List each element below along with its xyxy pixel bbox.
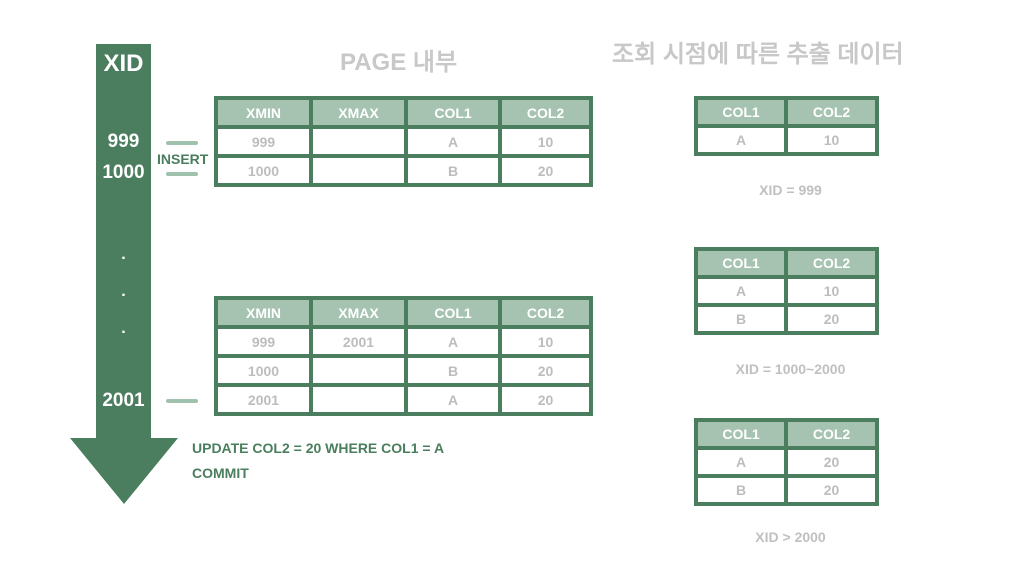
- table-cell: A: [408, 329, 498, 354]
- table-cell: A: [698, 450, 784, 474]
- table-cell: B: [408, 158, 498, 183]
- column-header: COL2: [502, 100, 589, 125]
- table-cell: 20: [502, 358, 589, 383]
- table-cell: B: [408, 358, 498, 383]
- connector-999: [166, 141, 198, 145]
- page-table-insert: XMIN XMAX COL1 COL2 999 A 10 1000 B 20: [214, 96, 593, 187]
- table-cell: 2001: [313, 329, 404, 354]
- data-by-time-heading: 조회 시점에 따른 추출 데이터: [612, 41, 904, 68]
- insert-label: INSERT: [157, 151, 209, 167]
- table-cell: 20: [502, 158, 589, 183]
- connector-1000: [166, 172, 198, 176]
- column-header: COL1: [408, 100, 498, 125]
- column-header: COL1: [698, 251, 784, 275]
- column-header: XMAX: [313, 100, 404, 125]
- column-header: COL2: [788, 100, 875, 124]
- table-cell: A: [698, 128, 784, 152]
- column-header: XMAX: [313, 300, 404, 325]
- xid-label-2001: 2001: [102, 390, 145, 411]
- table-cell: 2001: [218, 387, 309, 412]
- table-cell: 10: [502, 129, 589, 154]
- xid-arrow-head: [70, 438, 178, 504]
- table-cell: 10: [788, 128, 875, 152]
- table-cell: 10: [788, 279, 875, 303]
- table-cell: 20: [788, 450, 875, 474]
- update-statement: UPDATE COL2 = 20 WHERE COL1 = A: [192, 440, 445, 456]
- connector-2001: [166, 399, 198, 403]
- xid-label-999: 999: [107, 131, 140, 152]
- xid-ellipsis-dot: .: [121, 320, 126, 337]
- page-table-update: XMIN XMAX COL1 COL2 999 2001 A 10 1000 B…: [214, 296, 593, 416]
- table-cell: 999: [218, 329, 309, 354]
- column-header: COL2: [502, 300, 589, 325]
- result-caption: XID = 1000~2000: [735, 361, 846, 377]
- result-table-xid-999: COL1 COL2 A 10: [694, 96, 879, 156]
- table-cell: [313, 358, 404, 383]
- table-cell: A: [698, 279, 784, 303]
- result-caption: XID = 999: [759, 182, 822, 198]
- commit-statement: COMMIT: [192, 465, 249, 481]
- table-cell: 1000: [218, 358, 309, 383]
- result-caption: XID > 2000: [755, 529, 826, 545]
- column-header: COL2: [788, 251, 875, 275]
- table-cell: 20: [502, 387, 589, 412]
- table-cell: [313, 158, 404, 183]
- xid-axis-title: XID: [103, 50, 144, 77]
- table-cell: A: [408, 387, 498, 412]
- page-inside-heading: PAGE 내부: [340, 49, 458, 76]
- table-cell: B: [698, 307, 784, 331]
- column-header: XMIN: [218, 300, 309, 325]
- xid-ellipsis-dot: .: [121, 283, 126, 300]
- column-header: XMIN: [218, 100, 309, 125]
- xid-arrow-shaft: [96, 44, 151, 440]
- column-header: COL1: [698, 422, 784, 446]
- table-cell: [313, 387, 404, 412]
- table-cell: B: [698, 478, 784, 502]
- xid-label-1000: 1000: [102, 162, 145, 183]
- table-cell: 20: [788, 478, 875, 502]
- table-cell: [313, 129, 404, 154]
- table-cell: 999: [218, 129, 309, 154]
- column-header: COL1: [408, 300, 498, 325]
- table-cell: 10: [502, 329, 589, 354]
- table-cell: 1000: [218, 158, 309, 183]
- result-table-xid-1000-2000: COL1 COL2 A 10 B 20: [694, 247, 879, 335]
- column-header: COL2: [788, 422, 875, 446]
- xid-ellipsis-dot: .: [121, 246, 126, 263]
- column-header: COL1: [698, 100, 784, 124]
- table-cell: A: [408, 129, 498, 154]
- table-cell: 20: [788, 307, 875, 331]
- result-table-xid-over-2000: COL1 COL2 A 20 B 20: [694, 418, 879, 506]
